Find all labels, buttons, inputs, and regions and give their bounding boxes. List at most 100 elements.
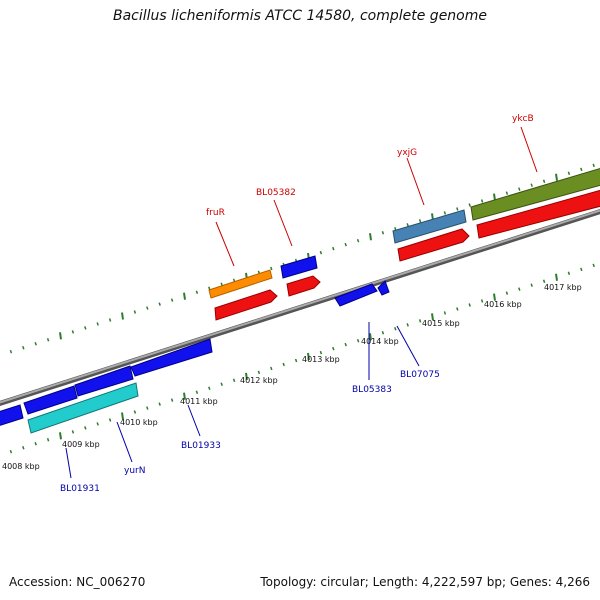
tick-mark: [505, 291, 509, 295]
tick-mark: [9, 349, 13, 354]
scale-label-4016: 4016 kbp: [484, 300, 522, 309]
reverse-features: [0, 280, 390, 434]
scale-label-4013: 4013 kbp: [302, 355, 340, 364]
tick-mark: [133, 310, 137, 314]
tick-mark: [406, 323, 409, 327]
tick-mark: [518, 287, 521, 291]
tick-mark: [158, 402, 161, 406]
tick-mark: [183, 292, 186, 300]
tick-mark: [369, 333, 372, 341]
gene-label-yurN: yurN: [124, 466, 145, 476]
tick-mark: [146, 406, 149, 410]
scale-label-4017: 4017 kbp: [544, 283, 582, 292]
tick-mark: [592, 163, 595, 168]
label-leaders: [65, 126, 538, 479]
gene-BL07075-blue[interactable]: [377, 280, 390, 296]
gene-block-d[interactable]: [0, 404, 24, 427]
tick-mark: [493, 293, 496, 301]
tick-mark: [59, 332, 62, 340]
tick-mark: [319, 350, 323, 355]
tick-mark: [555, 273, 558, 281]
scale-label-4014: 4014 kbp: [361, 337, 399, 346]
tick-mark: [294, 358, 298, 363]
tick-mark: [108, 318, 112, 322]
tick-mark: [456, 307, 459, 311]
tick-mark: [369, 233, 372, 241]
tick-mark: [195, 290, 199, 294]
gene-label-BL05382: BL05382: [256, 188, 296, 198]
gene-yurN-cyan[interactable]: [27, 382, 139, 434]
tick-mark: [208, 386, 211, 390]
gene-block-b[interactable]: [74, 365, 134, 397]
gene-label-BL01933: BL01933: [181, 441, 221, 451]
tick-mark: [542, 279, 546, 283]
tick-mark: [542, 179, 546, 183]
tick-mark: [170, 298, 174, 302]
gene-fruR-orange[interactable]: [208, 269, 273, 299]
tick-mark: [22, 445, 25, 450]
tick-mark: [84, 326, 87, 330]
tick-mark: [34, 342, 37, 346]
gene-yxjG-steelblue[interactable]: [392, 209, 467, 244]
tick-mark: [121, 312, 124, 320]
tick-mark: [480, 199, 484, 203]
tick-mark: [555, 173, 558, 181]
gene-block-c[interactable]: [23, 385, 78, 415]
tick-mark: [356, 238, 360, 243]
tick-mark: [406, 223, 409, 227]
tick-mark: [592, 263, 595, 268]
tick-mark: [530, 183, 533, 187]
gene-label-BL05383: BL05383: [352, 385, 392, 395]
tick-mark: [183, 392, 186, 400]
gene-labels: fruR BL05382 yxjG ykcB BL01931 yurN BL01…: [60, 114, 534, 494]
tick-mark: [121, 412, 124, 420]
scale-labels: 4008 kbp 4009 kbp 4010 kbp 4011 kbp 4012…: [2, 283, 582, 471]
gene-block-a[interactable]: [130, 338, 213, 377]
gene-ykcB-cds[interactable]: [476, 189, 600, 239]
tick-mark: [518, 187, 521, 191]
scale-label-4010: 4010 kbp: [120, 418, 158, 427]
gene-BL05383-blue[interactable]: [334, 283, 378, 307]
gene-label-ykcB: ykcB: [512, 114, 534, 124]
tick-mark: [443, 311, 447, 315]
tick-mark: [96, 422, 99, 426]
tick-mark: [456, 207, 459, 211]
gene-label-yxjG: yxjG: [397, 148, 417, 158]
tick-mark: [34, 442, 37, 446]
tick-mark: [158, 302, 161, 306]
tick-mark: [567, 171, 571, 176]
tick-mark: [46, 338, 50, 342]
tick-mark: [580, 167, 583, 172]
tick-mark: [443, 211, 447, 215]
scale-label-4009: 4009 kbp: [62, 440, 100, 449]
scale-label-4011: 4011 kbp: [180, 397, 218, 406]
scale-label-4015: 4015 kbp: [422, 319, 460, 328]
gene-label-BL07075: BL07075: [400, 370, 440, 380]
upper-tick-row: [9, 163, 595, 354]
gene-BL05382-cds[interactable]: [286, 275, 321, 297]
tick-mark: [344, 342, 347, 347]
gene-ykcB-olive[interactable]: [470, 167, 600, 221]
tick-mark: [307, 352, 310, 361]
scale-label-4008: 4008 kbp: [2, 462, 40, 471]
gene-yxjG-cds[interactable]: [397, 228, 470, 262]
tick-mark: [46, 438, 50, 442]
tick-mark: [567, 271, 571, 276]
tick-mark: [232, 378, 236, 383]
gene-BL05382-blue[interactable]: [280, 255, 318, 279]
backbone-line: [0, 208, 600, 407]
tick-mark: [96, 322, 99, 326]
tick-mark: [245, 372, 248, 381]
tick-mark: [208, 286, 211, 290]
tick-mark: [332, 346, 335, 351]
tick-mark: [257, 370, 261, 375]
forward-features: [208, 167, 600, 321]
tick-mark: [146, 306, 149, 310]
tick-mark: [480, 299, 484, 303]
tick-mark: [468, 203, 471, 207]
genome-summary-text: Topology: circular; Length: 4,222,597 bp…: [260, 575, 590, 589]
gene-fruR-cds[interactable]: [214, 289, 278, 321]
tick-mark: [344, 242, 347, 247]
gene-label-BL01931: BL01931: [60, 484, 100, 494]
